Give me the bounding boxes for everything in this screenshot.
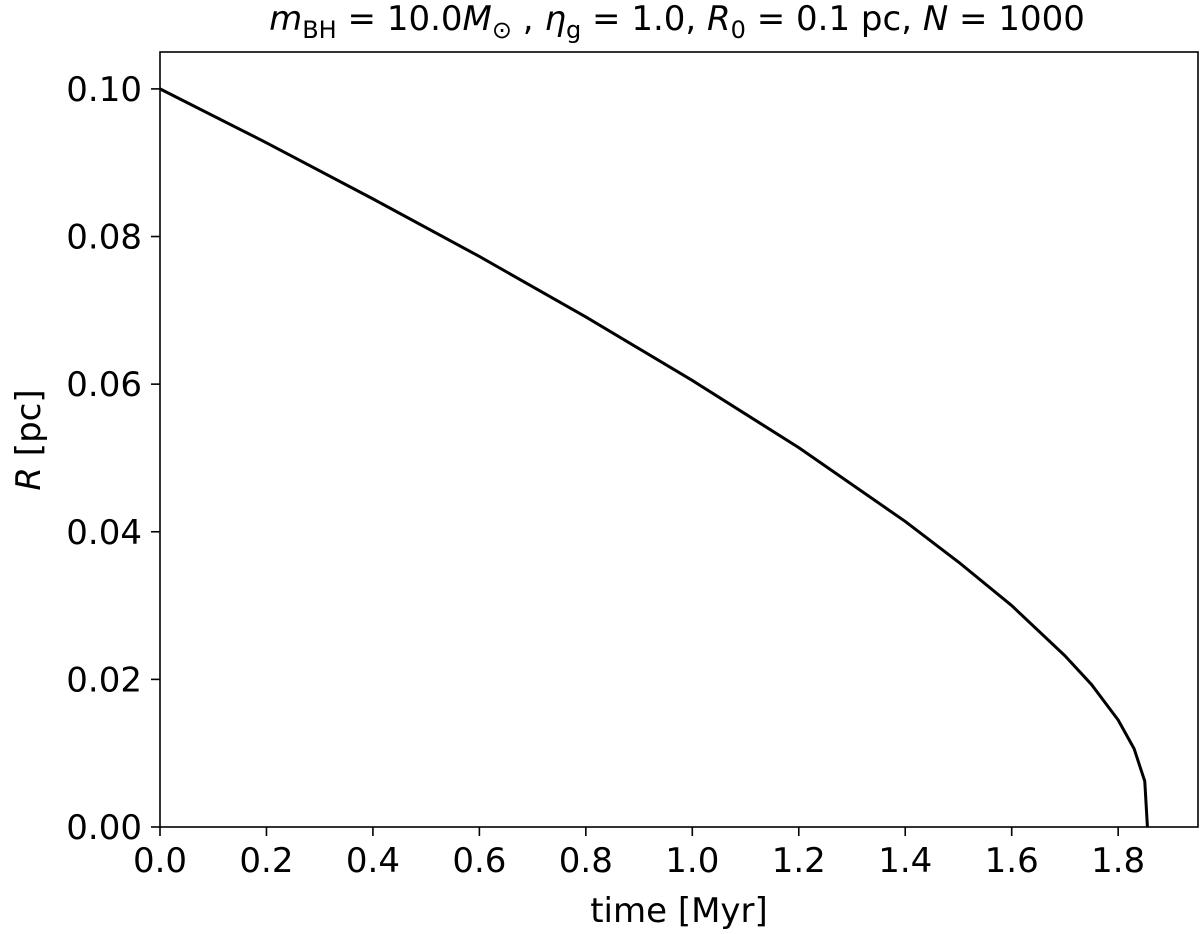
title-R-value: = 0.1 pc, xyxy=(746,0,923,39)
y-axis-label: R [pc] xyxy=(9,389,49,490)
title-N-value: = 1000 xyxy=(948,0,1085,39)
chart-title: mBH = 10.0M⊙ , ηg = 1.0, R0 = 0.1 pc, N … xyxy=(269,0,1085,44)
series-line xyxy=(159,87,1149,828)
y-tick-label: 0.10 xyxy=(66,70,142,110)
title-N-symbol: N xyxy=(923,0,948,39)
x-tick-label: 0.0 xyxy=(133,841,187,881)
x-tick-label: 0.6 xyxy=(452,841,506,881)
y-tick-label: 0.08 xyxy=(66,218,142,258)
x-tick-label: 0.4 xyxy=(346,841,400,881)
y-axis-label-symbol: R xyxy=(9,467,49,491)
y-tick-label: 0.00 xyxy=(66,808,142,848)
svg-text:mBH = 10.0M⊙ , ηg = 1.0, R0 =: mBH = 10.0M⊙ , ηg = 1.0, R0 = 0.1 pc, N … xyxy=(269,0,1085,44)
y-tick-label: 0.06 xyxy=(66,365,142,405)
x-tick-label: 1.6 xyxy=(985,841,1039,881)
y-axis-label-unit: [pc] xyxy=(9,389,49,467)
x-tick-label: 0.2 xyxy=(239,841,293,881)
title-eta-value: = 1.0, xyxy=(581,0,707,39)
plot-frame xyxy=(159,51,1199,828)
x-tick-label: 0.8 xyxy=(559,841,613,881)
title-eta-prefix: , xyxy=(512,0,544,39)
title-m-subscript: BH xyxy=(302,16,337,44)
y-axis: 0.00 0.02 0.04 0.06 0.08 0.10 xyxy=(66,70,160,848)
title-eta-symbol: η xyxy=(544,0,566,39)
x-axis: 0.0 0.2 0.4 0.6 0.8 1.0 1.2 1.4 1.6 1.8 xyxy=(133,827,1145,881)
x-tick-label: 1.8 xyxy=(1091,841,1145,881)
x-tick-label: 1.4 xyxy=(878,841,932,881)
y-tick-label: 0.04 xyxy=(66,513,142,553)
title-M-subscript: ⊙ xyxy=(492,16,512,44)
title-M-symbol: M xyxy=(463,0,492,39)
title-eta-subscript: g xyxy=(566,16,581,44)
title-R-symbol: R xyxy=(707,0,731,39)
title-m-symbol: m xyxy=(269,0,302,39)
title-m-value: = 10.0 xyxy=(337,0,463,39)
x-axis-label: time [Myr] xyxy=(590,891,768,931)
series-layer xyxy=(159,87,1149,828)
y-tick-label: 0.02 xyxy=(66,660,142,700)
x-tick-label: 1.0 xyxy=(665,841,719,881)
title-R-subscript: 0 xyxy=(731,16,746,44)
x-tick-label: 1.2 xyxy=(772,841,826,881)
